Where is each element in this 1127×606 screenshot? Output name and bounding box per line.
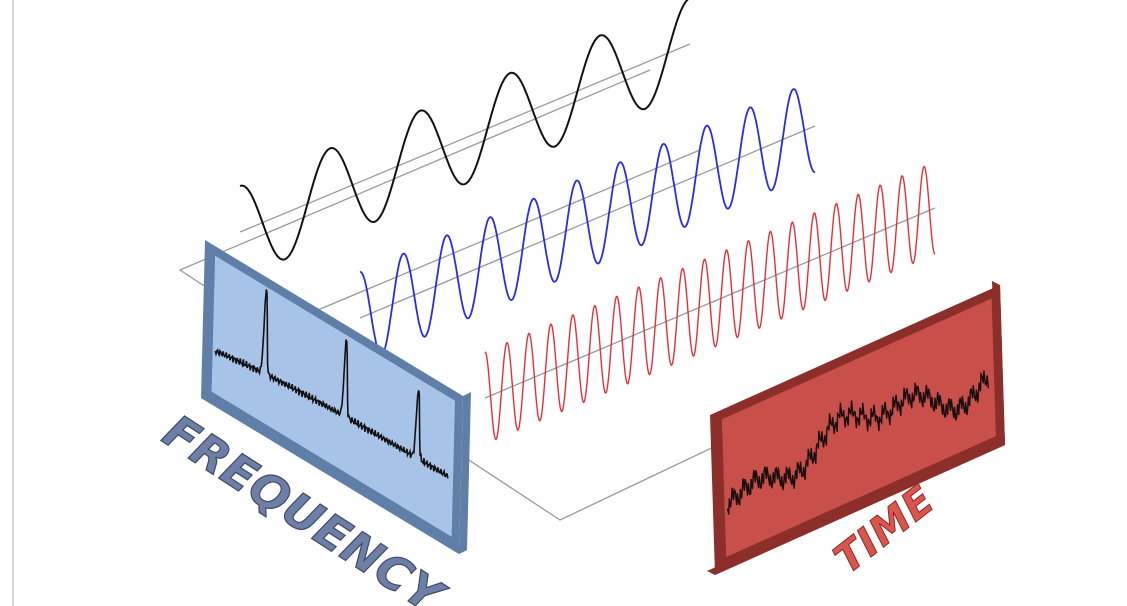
- axis-line: [269, 149, 701, 331]
- time-panel: [707, 281, 1005, 575]
- axis-line: [239, 43, 691, 233]
- sine-wave: [359, 88, 816, 356]
- panel-face: [721, 298, 996, 557]
- sine-wave: [484, 165, 936, 441]
- waves: [239, 0, 936, 441]
- panel-face: [211, 255, 455, 537]
- spectrum-line: [214, 289, 449, 479]
- sine-wave: [239, 0, 689, 261]
- frequency-panel: [201, 240, 471, 554]
- time-signal: [726, 370, 990, 515]
- panel-edge: [459, 392, 471, 554]
